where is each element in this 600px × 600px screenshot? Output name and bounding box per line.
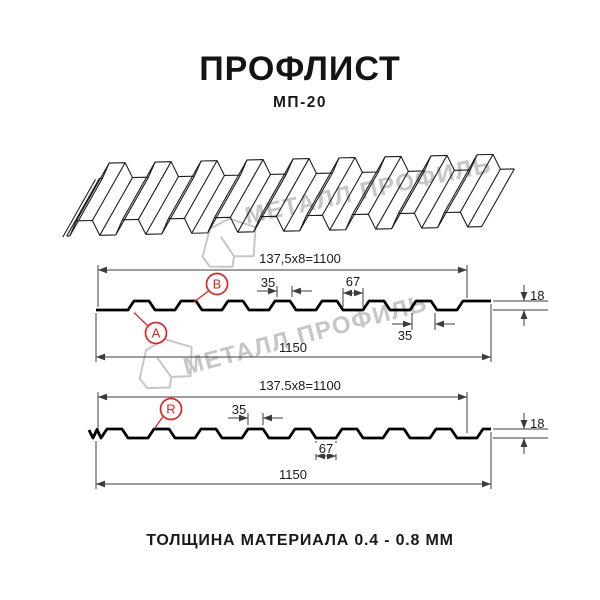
dim-label-height: 18 — [530, 288, 544, 303]
page-title: ПРОФЛИСТ — [199, 50, 401, 88]
dim-label-rib-bottom: 35 — [398, 328, 412, 343]
dim-label-rib-top: 35 — [232, 402, 246, 417]
dim-rib-top — [228, 413, 283, 425]
dim-label-backplate — [315, 443, 338, 454]
dim-label-overall: 1150 — [279, 467, 307, 482]
brand-logo-icon — [138, 338, 193, 390]
dim-coverage-width — [97, 392, 468, 435]
dim-valley — [342, 288, 364, 307]
side-b-marker: B — [193, 272, 229, 303]
profile-reverse-section: 137.5x8=1100 R 35 67 — [87, 378, 548, 489]
profile-front-outline — [96, 299, 491, 312]
profile-model-subtitle: МП-20 — [273, 94, 327, 111]
side-r-marker: R — [153, 397, 183, 429]
sheet-3d-view — [62, 153, 515, 238]
dim-height — [493, 285, 548, 326]
side-a-label: A — [152, 326, 161, 341]
dim-label-valley: 67 — [319, 441, 333, 456]
dim-height — [493, 413, 548, 454]
dim-coverage-width — [97, 265, 468, 307]
dim-label-coverage: 137.5x8=1100 — [259, 378, 341, 393]
profile-front-section: 137,5x8=1100 B A 35 67 — [95, 251, 548, 362]
dim-overall-width — [95, 432, 492, 489]
side-b-label: B — [213, 277, 222, 292]
watermark-text: МЕТАЛЛ ПРОФИЛЬ — [181, 290, 431, 381]
dim-label-valley: 67 — [346, 274, 360, 289]
dim-overall-width — [95, 304, 492, 362]
dim-label-rib-top: 35 — [261, 275, 275, 290]
side-a-marker: A — [133, 312, 168, 345]
dim-label-coverage: 137,5x8=1100 — [259, 251, 341, 266]
dim-label-height: 18 — [530, 416, 544, 431]
side-r-label: R — [166, 402, 175, 417]
dim-label-overall: 1150 — [279, 340, 307, 355]
dim-rib-top — [257, 286, 312, 297]
dim-rib-bottom — [392, 313, 455, 330]
profile-reverse-outline — [87, 427, 491, 440]
material-thickness-note: ТОЛЩИНА МАТЕРИАЛА 0.4 - 0.8 ММ — [146, 532, 454, 549]
